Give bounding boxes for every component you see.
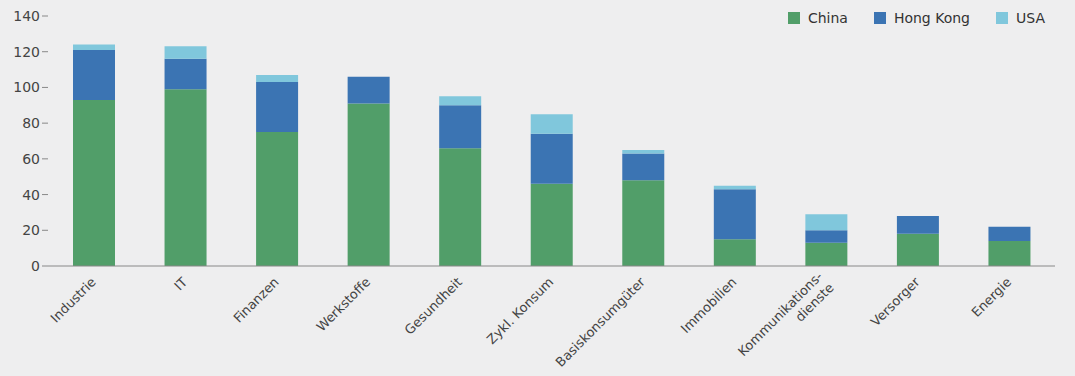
svg-text:0: 0 bbox=[31, 258, 40, 274]
svg-text:Zykl. Konsum: Zykl. Konsum bbox=[484, 274, 557, 347]
svg-text:IT: IT bbox=[171, 274, 190, 293]
html-text:Hong Kong: Hong Kong bbox=[893, 10, 970, 26]
svg-text:100: 100 bbox=[13, 79, 40, 95]
svg-text:Immobilien: Immobilien bbox=[678, 274, 740, 336]
svg-text:140: 140 bbox=[13, 8, 40, 24]
svg-text:120: 120 bbox=[13, 44, 40, 60]
svg-text:80: 80 bbox=[22, 115, 40, 131]
svg-text:Werkstoffe: Werkstoffe bbox=[313, 274, 373, 334]
svg-text:60: 60 bbox=[22, 151, 40, 167]
svg-text:Kommunikations-dienste: Kommunikations-dienste bbox=[735, 268, 837, 370]
html-text:China: China bbox=[807, 10, 848, 26]
svg-text:Gesundheit: Gesundheit bbox=[402, 274, 465, 337]
svg-text:20: 20 bbox=[22, 222, 40, 238]
svg-text:40: 40 bbox=[22, 187, 40, 203]
svg-text:Basiskonsumgüter: Basiskonsumgüter bbox=[553, 274, 649, 370]
svg-text:Industrie: Industrie bbox=[48, 274, 99, 325]
svg-text:Versorger: Versorger bbox=[868, 274, 923, 329]
svg-text:Energie: Energie bbox=[969, 274, 1015, 320]
svg-text:Finanzen: Finanzen bbox=[230, 274, 281, 325]
html-text:USA: USA bbox=[1016, 10, 1045, 26]
